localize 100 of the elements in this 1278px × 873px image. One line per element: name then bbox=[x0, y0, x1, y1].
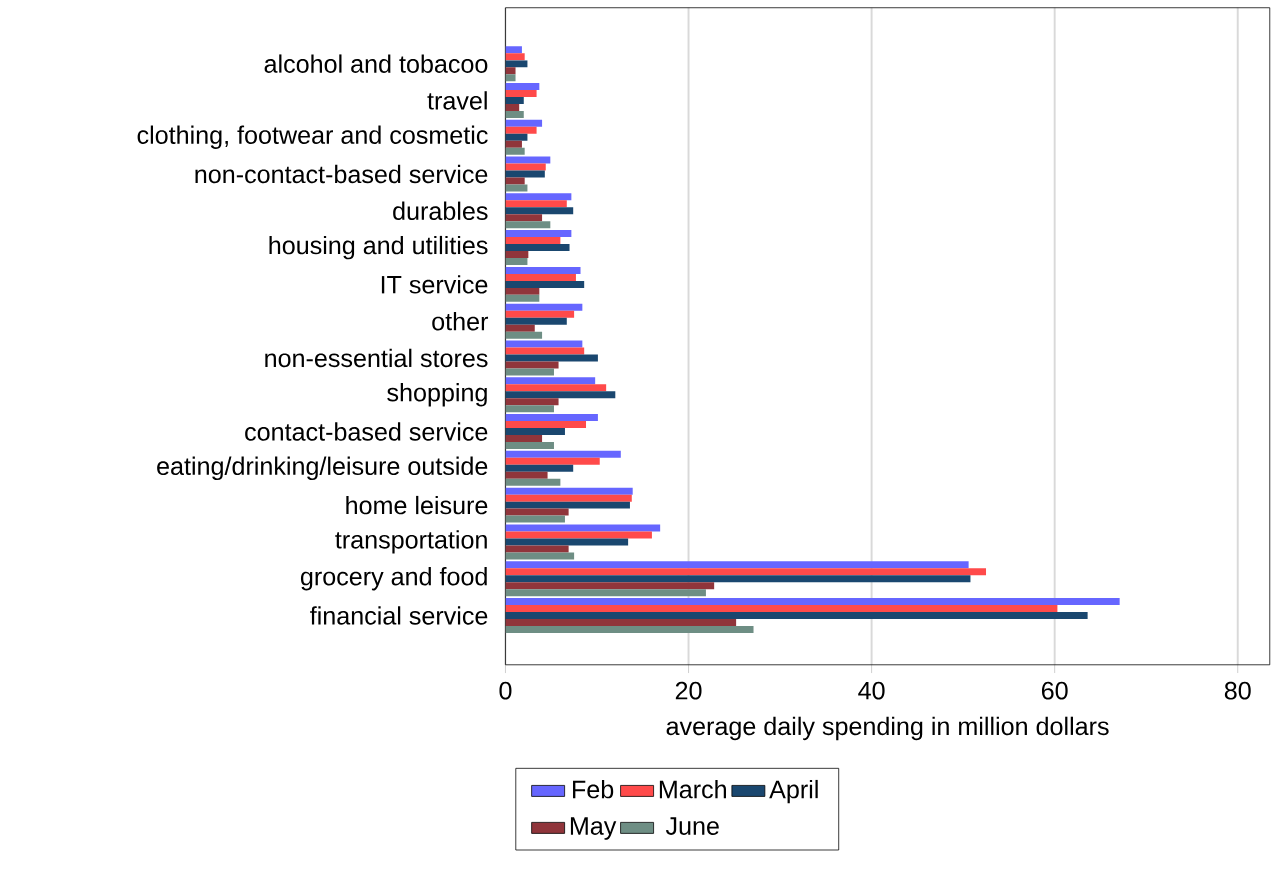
x-tick-label: 80 bbox=[1224, 682, 1251, 700]
bar bbox=[505, 347, 585, 355]
bar bbox=[505, 582, 715, 590]
bar bbox=[505, 552, 575, 560]
bar bbox=[505, 545, 569, 553]
bar bbox=[505, 46, 522, 54]
bar bbox=[505, 398, 559, 406]
bar bbox=[505, 67, 516, 75]
bar bbox=[505, 487, 633, 495]
bar bbox=[505, 230, 572, 238]
bar bbox=[505, 524, 661, 532]
legend-label: June bbox=[665, 817, 719, 836]
bar bbox=[505, 317, 567, 325]
bar bbox=[505, 237, 561, 245]
bar bbox=[505, 133, 528, 141]
bar bbox=[505, 598, 1120, 606]
x-tick-label: 0 bbox=[499, 682, 512, 700]
bar bbox=[505, 170, 545, 178]
bar bbox=[505, 90, 537, 98]
bar bbox=[505, 531, 652, 539]
bar bbox=[505, 244, 570, 252]
bar bbox=[505, 428, 565, 436]
bar bbox=[505, 391, 616, 399]
bar bbox=[505, 605, 1058, 613]
x-tick-label: 60 bbox=[1041, 682, 1068, 700]
x-tick-label: 40 bbox=[858, 682, 885, 700]
y-tick-label: clothing, footwear and cosmetic bbox=[137, 125, 488, 150]
x-axis-title: average daily spending in million dollars bbox=[666, 716, 1109, 741]
bar bbox=[505, 626, 754, 634]
y-tick-label: home leisure bbox=[346, 496, 488, 515]
bar bbox=[505, 111, 524, 119]
y-tick-label: shopping bbox=[387, 383, 487, 407]
y-tick-label: non-contact-based service bbox=[195, 165, 488, 184]
bar bbox=[505, 561, 969, 569]
bar bbox=[505, 221, 551, 229]
bar bbox=[505, 251, 529, 259]
bar bbox=[505, 414, 598, 422]
bar bbox=[505, 458, 600, 466]
bar bbox=[505, 538, 629, 546]
bar bbox=[505, 501, 630, 509]
bar bbox=[505, 310, 575, 318]
bar bbox=[505, 508, 569, 516]
x-tick-label: 20 bbox=[675, 682, 702, 700]
bar bbox=[505, 295, 540, 303]
bar bbox=[505, 288, 540, 296]
bar bbox=[505, 568, 987, 576]
bar bbox=[505, 156, 551, 164]
y-tick-label: non-essential stores bbox=[265, 348, 488, 368]
bar bbox=[505, 119, 543, 127]
legend-label: March bbox=[659, 780, 726, 799]
bar bbox=[505, 177, 525, 185]
y-tick-label: transportation bbox=[335, 530, 487, 554]
bar bbox=[505, 147, 525, 155]
y-tick-label: contact-based service bbox=[245, 422, 488, 441]
bar bbox=[505, 368, 554, 376]
bar bbox=[505, 619, 737, 627]
y-tick-label: grocery and food bbox=[300, 567, 487, 591]
bar bbox=[505, 442, 554, 450]
bar bbox=[505, 405, 554, 413]
bar bbox=[505, 274, 576, 282]
bar bbox=[505, 472, 548, 480]
y-tick-label: financial service bbox=[310, 606, 488, 625]
bar bbox=[505, 384, 607, 392]
bar bbox=[505, 193, 572, 201]
bar bbox=[505, 479, 561, 487]
bar bbox=[505, 281, 585, 289]
bar bbox=[505, 303, 583, 311]
bar bbox=[505, 589, 706, 597]
bar bbox=[505, 83, 540, 91]
legend-label: Feb bbox=[573, 780, 614, 799]
bar bbox=[505, 354, 598, 362]
bar bbox=[505, 207, 574, 215]
bar bbox=[505, 575, 971, 583]
y-tick-label: IT service bbox=[381, 275, 488, 294]
y-tick-label: other bbox=[432, 312, 489, 331]
bar bbox=[505, 465, 574, 473]
bar bbox=[505, 361, 559, 369]
bar bbox=[505, 126, 537, 134]
y-tick-label: travel bbox=[427, 91, 487, 110]
bar bbox=[505, 451, 621, 459]
legend-label: April bbox=[769, 780, 818, 804]
bar bbox=[505, 104, 520, 112]
bar bbox=[505, 267, 581, 275]
y-tick-label: housing and utilities bbox=[269, 236, 488, 260]
bar bbox=[505, 97, 524, 105]
bar bbox=[505, 53, 525, 61]
bar bbox=[505, 324, 535, 332]
bar bbox=[505, 214, 543, 222]
bar bbox=[505, 612, 1088, 620]
bar bbox=[505, 163, 546, 171]
legend-label: May bbox=[570, 817, 617, 841]
bar bbox=[505, 331, 543, 339]
y-tick-label: eating/drinking/leisure outside bbox=[157, 456, 488, 481]
bar bbox=[505, 340, 583, 348]
y-tick-label: alcohol and tobacoo bbox=[264, 54, 488, 74]
y-tick-label: durables bbox=[393, 201, 488, 221]
bar bbox=[505, 421, 587, 429]
bar bbox=[505, 494, 632, 502]
bar bbox=[505, 515, 565, 523]
bar bbox=[505, 74, 516, 82]
